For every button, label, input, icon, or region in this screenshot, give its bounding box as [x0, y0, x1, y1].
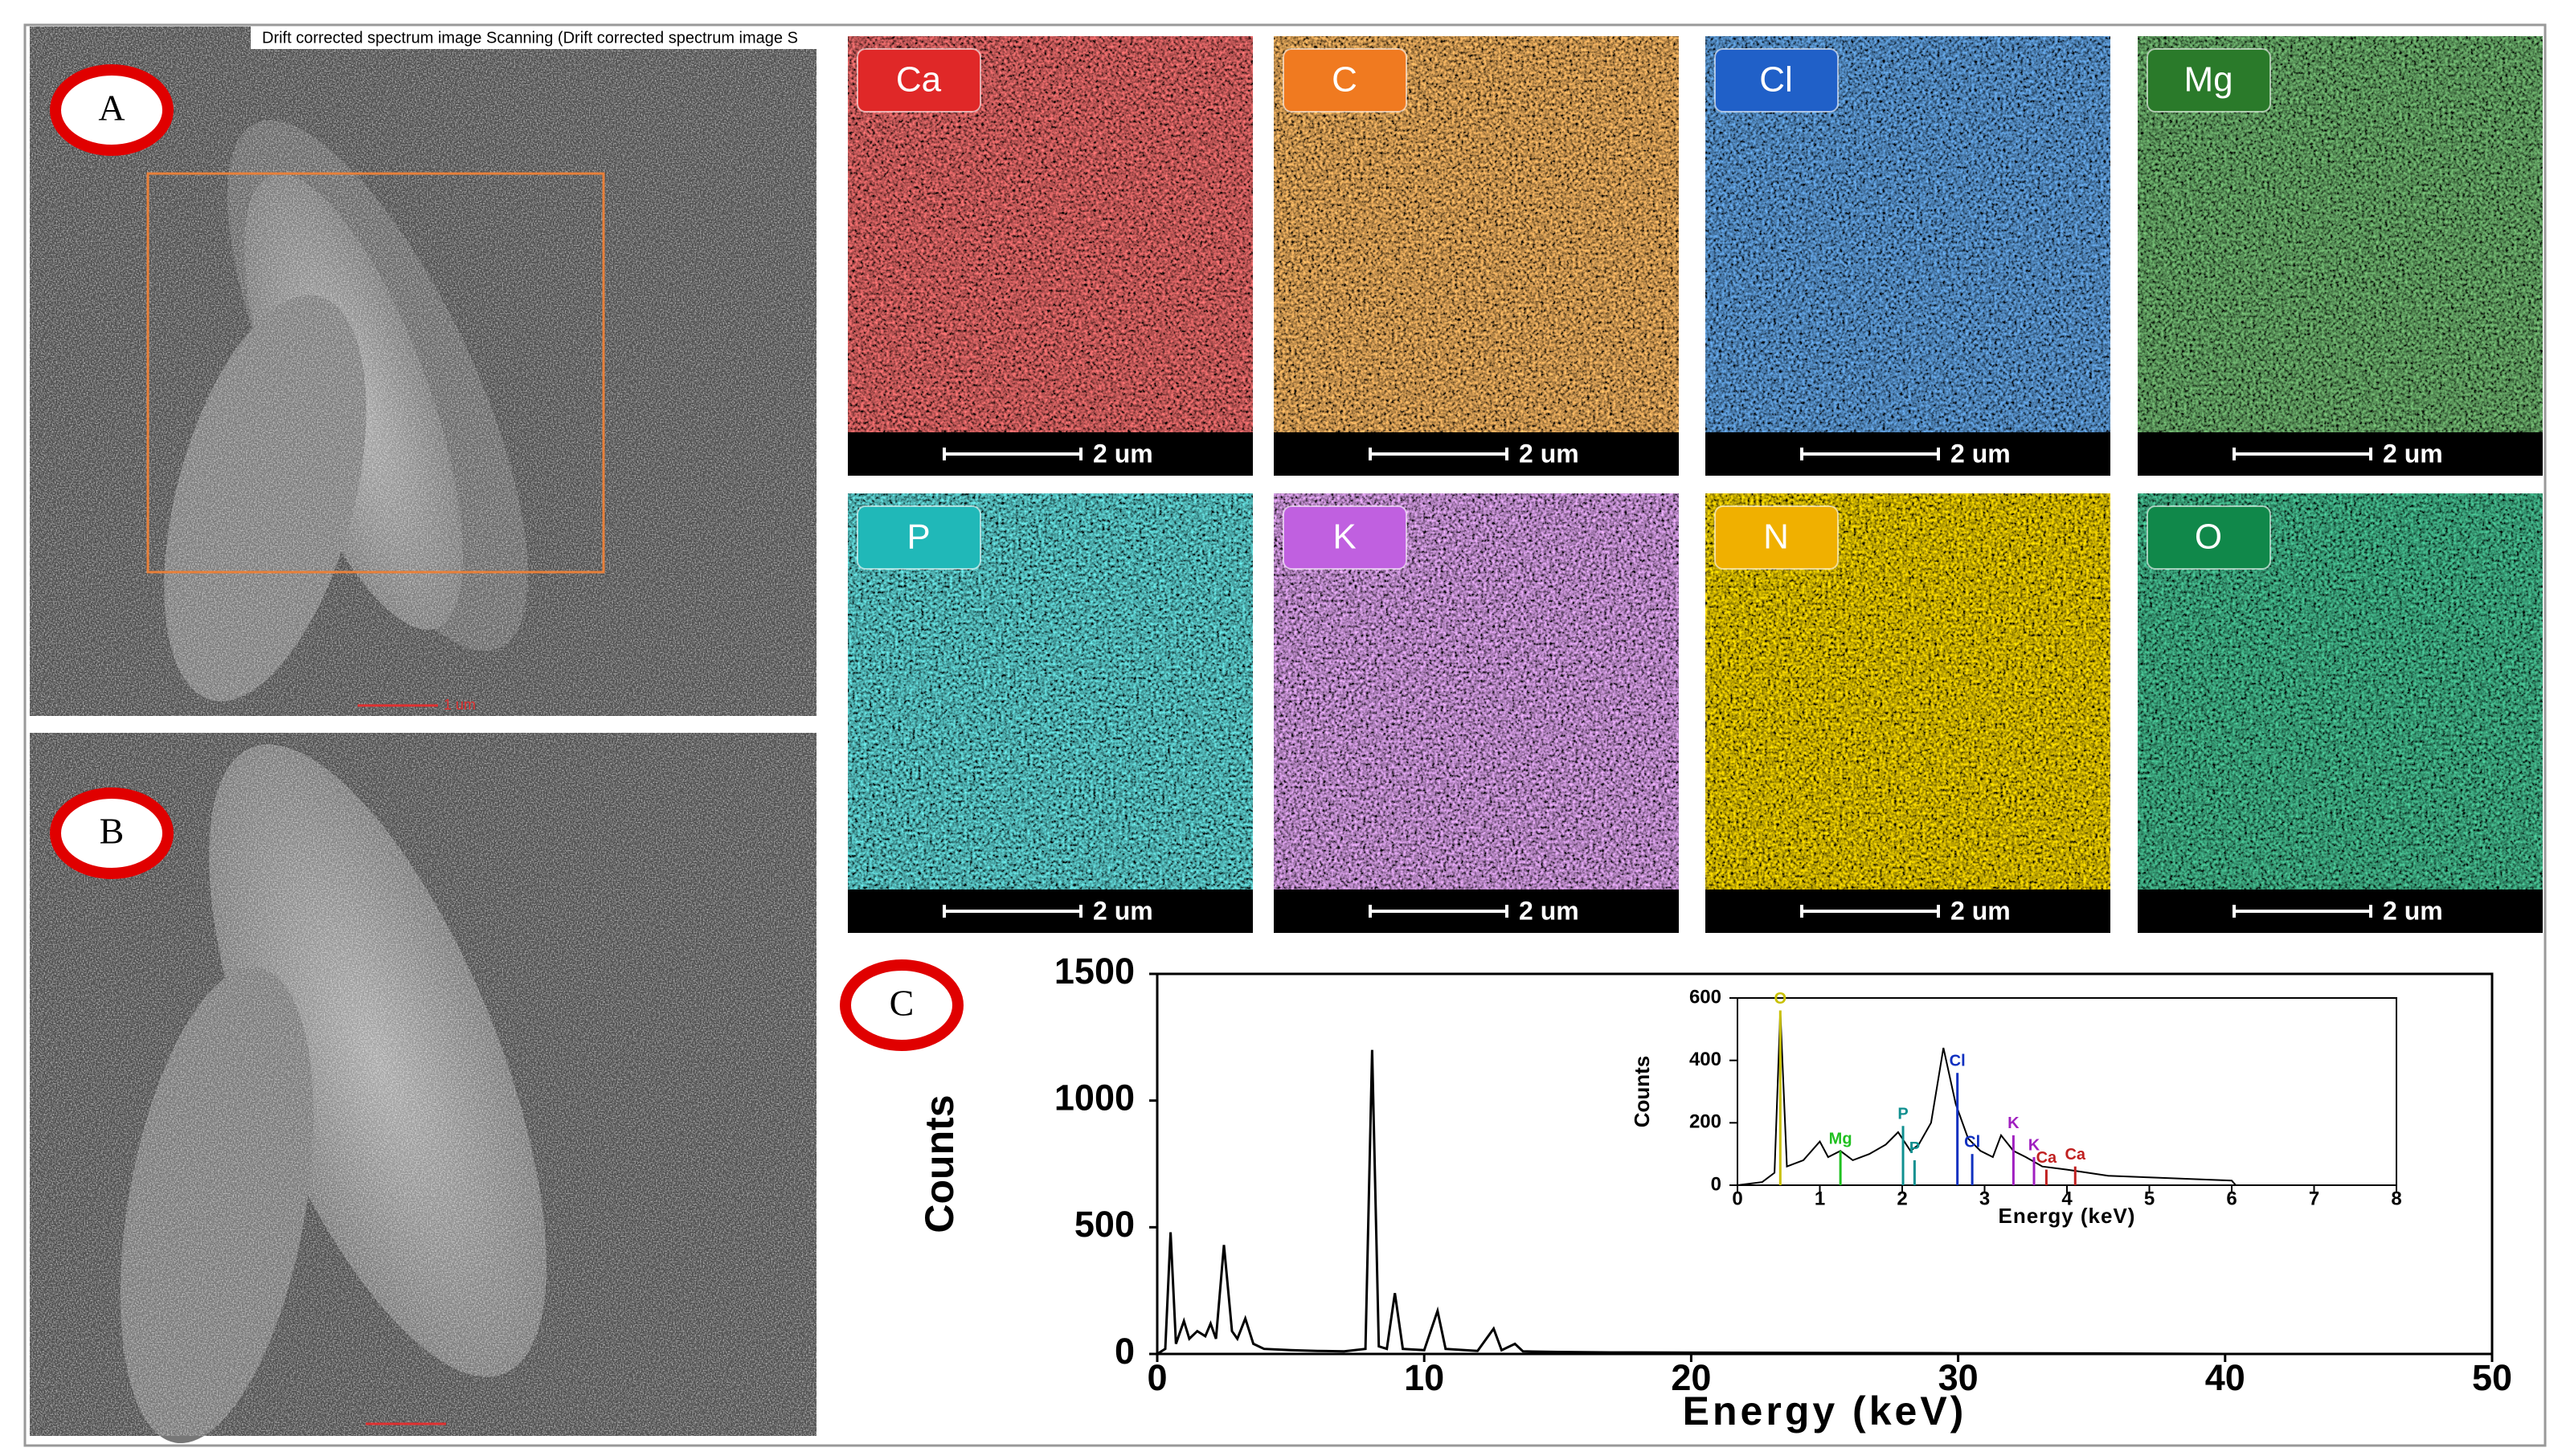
peak-label: K [2028, 1136, 2040, 1154]
element-label: P [907, 517, 930, 557]
element-badge [857, 48, 981, 112]
y-axis-title: Counts [1630, 1056, 1654, 1128]
scale-bar-label: 2 um [1093, 439, 1153, 468]
y-axis-title: Counts [917, 1094, 962, 1233]
x-tick-label: 8 [2391, 1188, 2401, 1209]
element-label: Mg [2183, 60, 2233, 100]
peak-label: Cl [1950, 1052, 1966, 1070]
scale-bar-label: 2 um [2383, 439, 2443, 468]
x-tick-label: 10 [1404, 1357, 1444, 1398]
y-tick-label: 0 [1711, 1173, 1721, 1195]
x-tick-label: 7 [2309, 1188, 2319, 1209]
panel-label: C [890, 983, 915, 1024]
caption-bar [251, 27, 816, 49]
element-badge [2147, 48, 2271, 112]
element-badge [857, 505, 981, 570]
x-axis-title: Energy (keV) [1683, 1389, 1967, 1434]
element-label: K [1332, 517, 1356, 557]
panel-b: B [30, 733, 816, 1444]
scale-bar-label: 2 um [1519, 439, 1579, 468]
x-tick-label: 40 [2205, 1357, 2245, 1398]
x-tick-label: 30 [1938, 1357, 1979, 1398]
element-label: Ca [896, 60, 942, 100]
x-tick-label: 2 [1897, 1188, 1907, 1209]
panel-a: Drift corrected spectrum image Scanning … [30, 27, 816, 716]
scale-bar-label: 2 um [2383, 896, 2443, 925]
spectrum-line [1737, 1010, 2237, 1186]
y-tick-label: 400 [1689, 1049, 1721, 1070]
micrograph-grain [30, 27, 816, 716]
scan-region [146, 172, 605, 574]
element-label: O [2195, 517, 2222, 557]
panel-badge [50, 64, 174, 156]
x-tick-label: 0 [1147, 1357, 1167, 1398]
x-tick-label: 50 [2472, 1357, 2512, 1398]
peak-label: O [1774, 990, 1787, 1008]
peak-label: Cl [1964, 1133, 1980, 1151]
x-tick-label: 1 [1815, 1188, 1825, 1209]
x-tick-label: 6 [2226, 1188, 2237, 1209]
peak-label: P [1897, 1105, 1908, 1123]
peak-label: K [2007, 1114, 2020, 1132]
peak-label: Mg [1829, 1131, 1852, 1148]
panel-badge [840, 959, 964, 1051]
element-badge [1714, 505, 1839, 570]
element-label: Cl [1759, 60, 1793, 100]
element-badge [2147, 505, 2271, 570]
peak-label: Ca [2065, 1146, 2085, 1164]
scale-bar-label: 1 um [444, 697, 476, 713]
figure-frame [23, 23, 2547, 1447]
y-tick-label: 600 [1689, 986, 1721, 1008]
element-badge [1283, 505, 1407, 570]
peak-label: Ca [2036, 1149, 2057, 1167]
peak-label: P [1909, 1139, 1920, 1157]
spectrum-line [1156, 1049, 2225, 1356]
panel-badge [50, 787, 174, 879]
x-tick-label: 20 [1671, 1357, 1711, 1398]
scale-bar-label: 2 um [1950, 439, 2011, 468]
scale-bar-label: 2 um [1093, 896, 1153, 925]
scale-bar-label: 2 um [1950, 896, 2011, 925]
panel-label: A [98, 88, 125, 129]
x-tick-label: 4 [2061, 1188, 2073, 1209]
y-tick-label: 1000 [1054, 1078, 1135, 1119]
scale-bar-label: 2 um [1519, 896, 1579, 925]
y-tick-label: 1500 [1054, 951, 1135, 992]
x-tick-label: 3 [1979, 1188, 1990, 1209]
y-tick-label: 200 [1689, 1111, 1721, 1133]
x-tick-label: 5 [2144, 1188, 2155, 1209]
element-label: N [1763, 517, 1789, 557]
element-badge [1283, 48, 1407, 112]
y-tick-label: 0 [1115, 1331, 1135, 1372]
element-badge [1714, 48, 1839, 112]
x-tick-label: 0 [1732, 1188, 1742, 1209]
element-label: C [1332, 60, 1357, 100]
x-axis-title: Energy (keV) [1999, 1204, 2136, 1228]
panel-label: B [100, 811, 125, 852]
plot-frame [1737, 997, 2397, 1186]
y-tick-label: 500 [1074, 1204, 1135, 1245]
panel-caption: Drift corrected spectrum image Scanning … [262, 29, 798, 47]
